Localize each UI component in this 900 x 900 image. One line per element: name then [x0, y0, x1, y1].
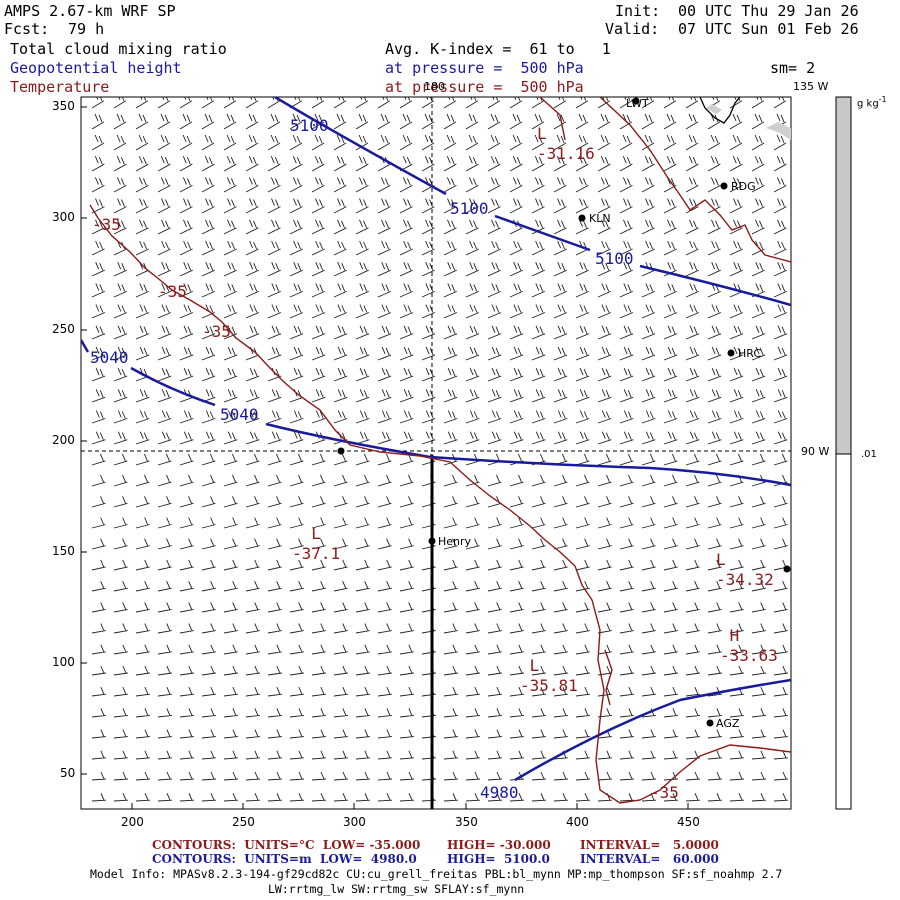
station-lwt: LWT	[626, 97, 649, 110]
footer-height-interval: INTERVAL= 60.000	[580, 852, 719, 866]
extremum-low-1: L -31.16	[537, 124, 595, 163]
extremum-low-2: L -37.1	[292, 524, 341, 563]
height-contour-5040-a	[81, 339, 90, 353]
model-info-line2: LW:rrtmg_lw SW:rrtmg_sw SFLAY:sf_mynn	[268, 882, 525, 896]
station-rdg: RDG	[731, 180, 756, 193]
height-contour-5100-c	[639, 264, 791, 307]
station-dots	[337, 97, 791, 727]
y-tick-100: 100	[52, 655, 75, 669]
station-dot-hrc	[727, 349, 735, 357]
init-time: 00 UTC Thu 29 Jan 26	[678, 2, 859, 20]
ice-shade-2	[766, 122, 791, 140]
height-contour-5100-b	[494, 214, 591, 252]
station-dot-kln	[578, 214, 586, 222]
avg-kindex: Avg. K-index = 61 to 1	[385, 40, 611, 58]
field-height: Geopotential height	[10, 59, 182, 77]
station-dot-agz	[706, 719, 714, 727]
station-dot-extra	[337, 447, 345, 455]
x-tick-350: 350	[455, 815, 478, 829]
station-henry: Henry	[438, 535, 472, 548]
temp-contour-minus35-top	[539, 97, 566, 141]
colorbar-fill	[835, 96, 852, 455]
y-tick-200: 200	[52, 433, 75, 447]
colorbar-empty	[835, 453, 852, 810]
lon-label-135w: 135 W	[793, 80, 829, 93]
field-cloud: Total cloud mixing ratio	[10, 40, 227, 58]
height-label-5100-b: 5100	[450, 199, 489, 218]
y-tick-150: 150	[52, 544, 75, 558]
lon-label-180: 180	[424, 80, 445, 93]
station-dot-lwt	[632, 97, 640, 105]
coastline	[699, 97, 741, 124]
y-tick-250: 250	[52, 322, 75, 336]
extremum-high-1: H -33.63	[720, 626, 778, 665]
temp-label-minus35-d: -35	[650, 783, 679, 802]
height-contour-5100-a	[274, 97, 447, 196]
init-label: Init:	[615, 2, 661, 20]
temp-label-minus35-a: -35	[92, 215, 121, 234]
valid-label: Valid:	[605, 20, 660, 38]
ice-shade	[706, 104, 722, 114]
temp-label-minus35-c: -35	[202, 322, 231, 341]
forecast-hours: 79 h	[68, 20, 105, 38]
extremum-low-3: L -34.32	[716, 550, 774, 589]
footer-height-contours: CONTOURS: UNITS=m LOW= 4980.0	[152, 852, 417, 866]
station-dot-henry	[428, 537, 436, 545]
colorbar-level: .01	[861, 449, 877, 460]
height-label-5100-c: 5100	[595, 249, 634, 268]
y-tick-300: 300	[52, 210, 75, 224]
height-contour-5040-b	[130, 366, 216, 407]
footer-temp-contours: CONTOURS: UNITS=°C LOW= -35.000	[152, 838, 421, 852]
y-tick-marks	[81, 106, 87, 775]
x-tick-450: 450	[677, 815, 700, 829]
temp-contour-minus30	[599, 97, 791, 263]
temp-contour-minus35-main	[89, 204, 791, 804]
model-title: AMPS 2.67-km WRF SP	[4, 2, 176, 20]
station-dot-rdg	[720, 182, 728, 190]
x-tick-400: 400	[566, 815, 589, 829]
temp-contour-inner	[604, 649, 613, 706]
height-contour-4980	[514, 678, 791, 782]
height-label-5100-a: 5100	[290, 116, 329, 135]
height-label-5040-b: 5040	[220, 405, 259, 424]
lon-label-90w: 90 W	[801, 445, 830, 458]
extremum-low-4: L -35.81	[520, 656, 578, 695]
valid-time: 07 UTC Sun 01 Feb 26	[678, 20, 859, 38]
station-dot-edge	[783, 565, 791, 573]
height-label-5040-a: 5040	[90, 348, 129, 367]
temp-pressure: at pressure = 500 hPa	[385, 78, 584, 96]
temp-label-minus35-b: -35	[158, 282, 187, 301]
x-tick-300: 300	[343, 815, 366, 829]
wind-barb-field	[91, 97, 789, 802]
footer-temp-high: HIGH= -30.000	[447, 838, 551, 852]
field-temperature: Temperature	[10, 78, 110, 96]
station-kln: KLN	[589, 212, 611, 225]
station-agz: AGZ	[716, 717, 740, 730]
height-pressure: at pressure = 500 hPa	[385, 59, 584, 77]
colorbar-unit: g kg-1	[857, 95, 887, 110]
footer-temp-interval: INTERVAL= 5.0000	[580, 838, 719, 852]
x-tick-200: 200	[121, 815, 144, 829]
x-tick-250: 250	[232, 815, 255, 829]
station-hrc: HRC	[738, 347, 762, 360]
height-contour-5040-c	[265, 422, 791, 487]
plot-frame	[80, 96, 792, 810]
forecast-label: Fcst:	[4, 20, 50, 38]
height-label-4980: 4980	[480, 783, 519, 802]
model-info-line1: Model Info: MPASv8.2.3-194-gf29cd82c CU:…	[90, 867, 783, 881]
y-tick-50: 50	[60, 766, 76, 780]
wind-barbs	[91, 97, 789, 802]
smoothing-label: sm= 2	[770, 59, 816, 77]
footer-height-high: HIGH= 5100.0	[447, 852, 550, 866]
y-tick-350: 350	[52, 99, 75, 113]
x-tick-marks	[131, 803, 689, 809]
